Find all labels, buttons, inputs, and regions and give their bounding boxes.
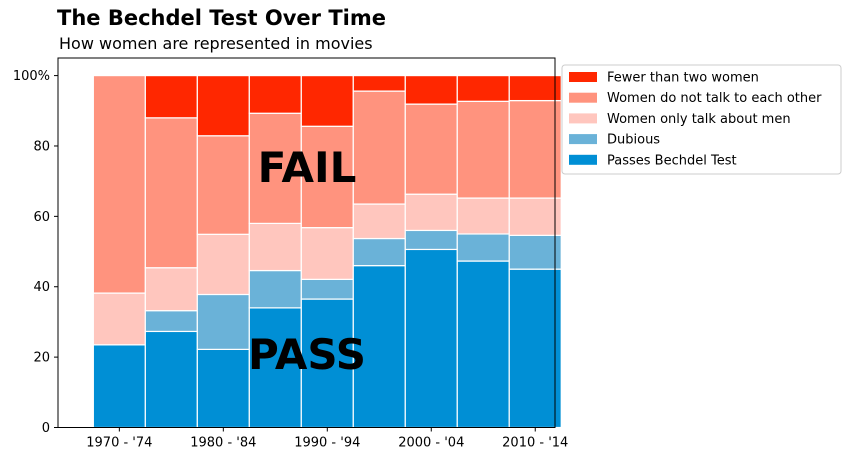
legend-label: Fewer than two women xyxy=(607,71,759,86)
x-tick-label: 2010 - '14 xyxy=(502,436,568,451)
legend-swatch xyxy=(569,92,597,103)
bar-segment xyxy=(196,348,250,429)
bar-segment xyxy=(196,135,250,235)
legend-label: Women do not talk to each other xyxy=(607,91,822,106)
y-tick-label: 80 xyxy=(33,139,50,154)
y-axis: 0 20 40 60 80 100% xyxy=(13,69,58,436)
bar-segment xyxy=(300,125,354,229)
bar-segment xyxy=(248,269,302,309)
bar-segment xyxy=(404,248,458,429)
bar-segment xyxy=(508,197,562,236)
pass-annotation: PASS xyxy=(248,330,366,379)
bar-segment xyxy=(92,74,146,294)
x-axis: 1970 - '74 1980 - '84 1990 - '94 2000 - '04… xyxy=(86,427,568,451)
chart-title: The Bechdel Test Over Time xyxy=(57,6,386,30)
plot-frame xyxy=(57,57,556,428)
chart-subtitle: How women are represented in movies xyxy=(59,34,373,53)
fail-annotation: FAIL xyxy=(258,143,357,192)
legend-label: Passes Bechdel Test xyxy=(607,153,737,168)
x-tick-label: 1980 - '84 xyxy=(190,436,256,451)
legend-box xyxy=(561,64,842,175)
bar-segment xyxy=(144,267,198,312)
bar-segment xyxy=(248,112,302,224)
y-tick-label: 60 xyxy=(33,210,50,225)
legend-swatch xyxy=(569,113,597,124)
x-tick-label: 2000 - '04 xyxy=(398,436,464,451)
bar-segment xyxy=(196,293,250,350)
bar-segment xyxy=(352,265,406,429)
bar-segment xyxy=(144,310,198,333)
bar-segment xyxy=(456,197,510,235)
bar-segment xyxy=(144,117,198,269)
bar-segment xyxy=(300,74,354,127)
y-tick-label: 100% xyxy=(13,69,50,84)
x-tick-label: 1970 - '74 xyxy=(86,436,152,451)
bar-segment xyxy=(196,233,250,296)
bar-segment xyxy=(352,203,406,240)
bar-segment xyxy=(92,344,146,429)
bars-group xyxy=(92,74,562,429)
legend-label: Women only talk about men xyxy=(607,112,791,127)
bar-segment xyxy=(92,292,146,346)
bar-segment xyxy=(404,193,458,232)
bar-segment xyxy=(248,307,302,429)
bar-segment xyxy=(456,233,510,262)
bar-segment xyxy=(456,100,510,199)
bar-segment xyxy=(300,278,354,300)
bar-segment xyxy=(456,74,510,102)
bar-segment xyxy=(352,237,406,267)
bar-segment xyxy=(248,74,302,114)
bar-segment xyxy=(508,74,562,102)
bar-segment xyxy=(144,74,198,119)
bar-segment xyxy=(404,103,458,195)
bar-segment xyxy=(196,74,250,137)
y-tick-label: 20 xyxy=(33,351,50,366)
bar-segment xyxy=(508,234,562,270)
legend-swatch xyxy=(569,154,597,165)
bar-segment xyxy=(352,90,406,205)
x-tick-label: 1990 - '94 xyxy=(294,436,360,451)
bar-segment xyxy=(300,227,354,280)
y-tick-label: 0 xyxy=(42,421,50,436)
bar-segment xyxy=(404,229,458,251)
bar-segment xyxy=(300,298,354,429)
legend-swatch xyxy=(569,72,597,82)
legend-swatch xyxy=(569,134,597,145)
bar-segment xyxy=(248,222,302,272)
bar-segment xyxy=(456,260,510,429)
bar-segment xyxy=(508,268,562,429)
y-tick-label: 40 xyxy=(33,280,50,295)
bar-segment xyxy=(508,99,562,199)
legend-label: Dubious xyxy=(607,133,660,148)
bar-segment xyxy=(352,74,406,92)
bar-segment xyxy=(144,330,198,429)
legend: Fewer than two women Women do not talk to… xyxy=(561,64,842,175)
bar-segment xyxy=(404,74,458,105)
